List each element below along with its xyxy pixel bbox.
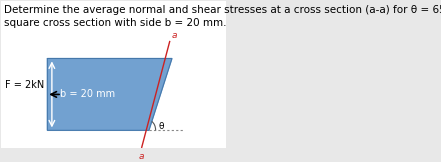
Text: θ: θ <box>159 122 164 131</box>
Text: Determine the average normal and shear stresses at a cross section (a-a) for θ =: Determine the average normal and shear s… <box>4 5 441 15</box>
Text: a: a <box>172 31 177 40</box>
Text: square cross section with side b = 20 mm.: square cross section with side b = 20 mm… <box>4 18 227 28</box>
Text: a: a <box>138 152 144 161</box>
Polygon shape <box>47 58 172 130</box>
Text: b = 20 mm: b = 20 mm <box>60 89 115 99</box>
Text: F = 2kN: F = 2kN <box>5 80 44 90</box>
FancyBboxPatch shape <box>0 0 228 151</box>
